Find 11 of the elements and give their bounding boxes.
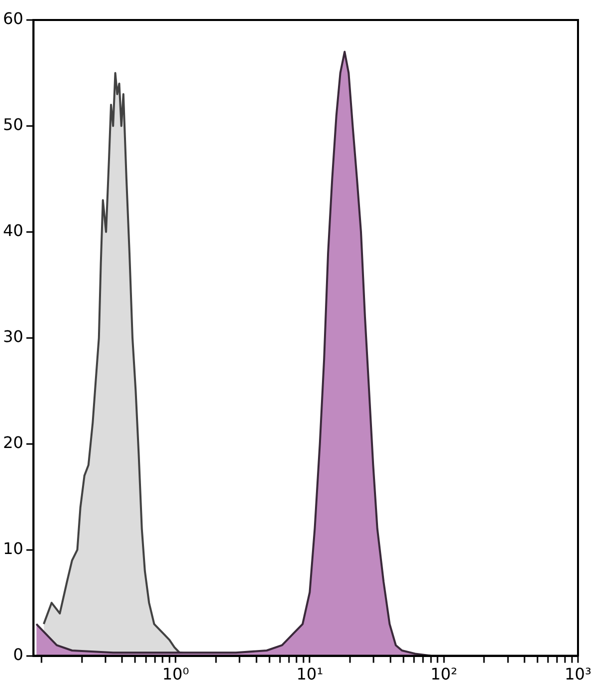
y-tick-label: 20 bbox=[3, 433, 24, 452]
y-tick-label: 10 bbox=[3, 538, 24, 558]
x-tick-label: 10² bbox=[430, 664, 458, 684]
y-tick-label: 60 bbox=[3, 9, 24, 28]
y-tick-label: 0 bbox=[13, 644, 24, 664]
x-tick-label: 10¹ bbox=[296, 664, 324, 684]
x-tick-label: 10⁰ bbox=[162, 664, 189, 684]
x-tick-label: 10³ bbox=[564, 664, 592, 684]
y-tick-label: 40 bbox=[3, 221, 24, 240]
y-tick-label: 30 bbox=[3, 327, 24, 346]
y-tick-label: 50 bbox=[3, 115, 24, 134]
